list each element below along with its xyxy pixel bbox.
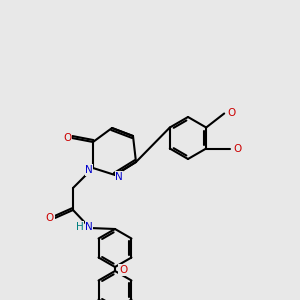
Text: O: O bbox=[46, 213, 54, 223]
Text: N: N bbox=[85, 165, 93, 175]
Text: H: H bbox=[76, 222, 84, 232]
Text: N: N bbox=[115, 172, 123, 182]
Text: O: O bbox=[233, 143, 242, 154]
Text: N: N bbox=[85, 222, 93, 232]
Text: O: O bbox=[119, 265, 127, 275]
Text: O: O bbox=[227, 109, 236, 118]
Text: O: O bbox=[63, 133, 71, 143]
